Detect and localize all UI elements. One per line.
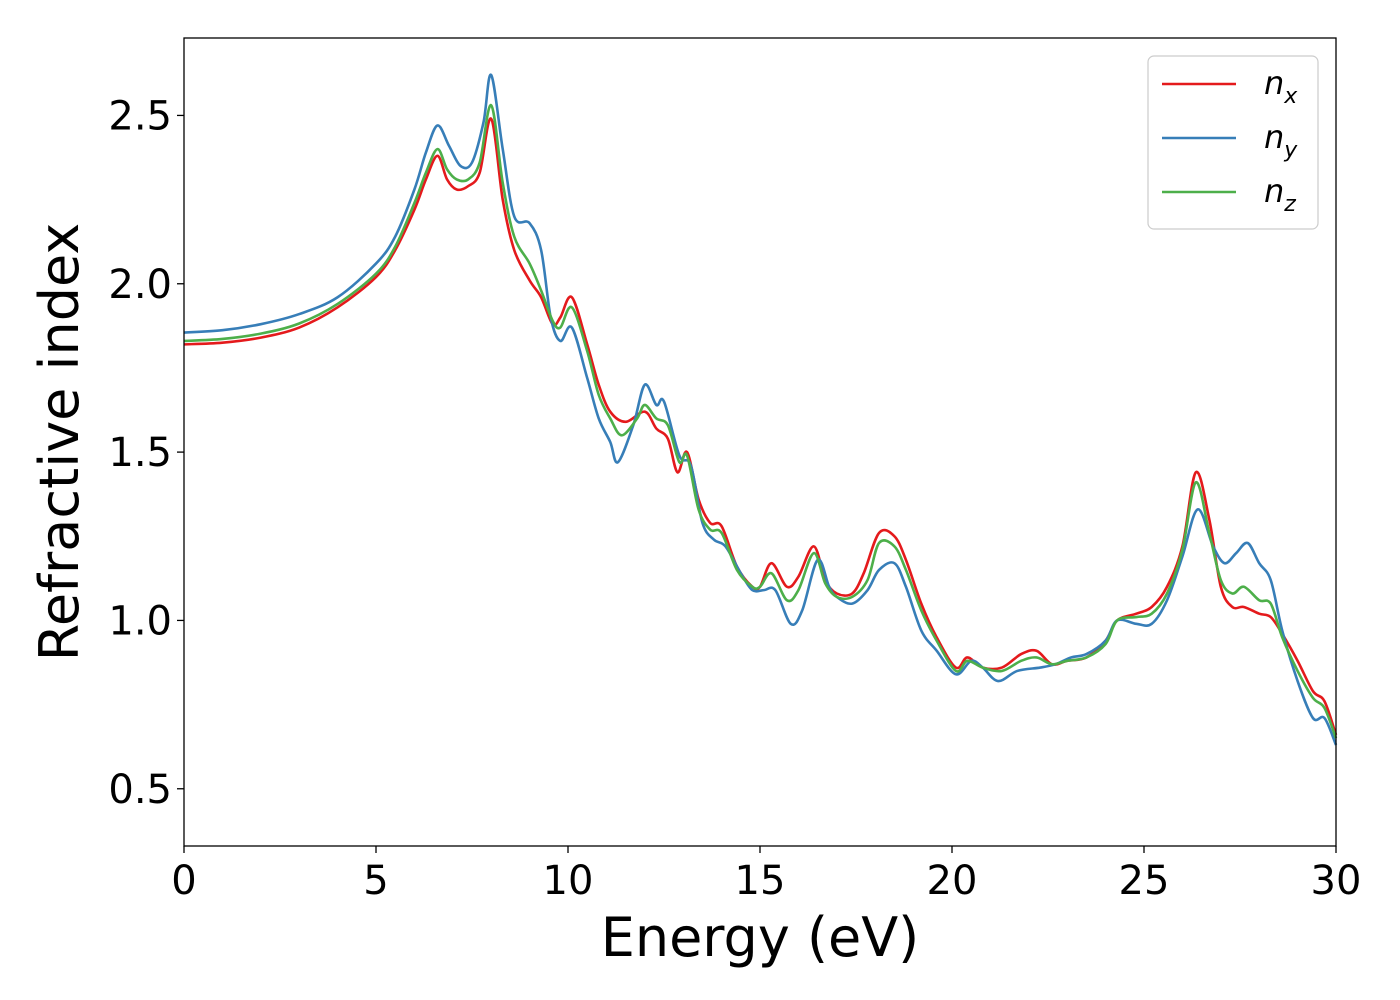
x-tick-label: 0 — [171, 858, 196, 904]
x-axis-ticks: 0 5 10 15 20 25 30 — [171, 846, 1361, 904]
legend-box — [1147, 55, 1319, 230]
y-axis-ticks: 0.5 1.0 1.5 2.0 2.5 — [108, 93, 184, 813]
x-tick-label: 30 — [1311, 858, 1362, 904]
y-tick-label: 2.0 — [108, 262, 172, 308]
x-tick-label: 10 — [543, 858, 594, 904]
x-tick-label: 25 — [1119, 858, 1170, 904]
legend: nx ny nz — [1147, 55, 1319, 230]
series-layer — [183, 73, 1338, 746]
series-line-n_z — [183, 104, 1338, 739]
series-line-n_y — [183, 73, 1338, 746]
y-tick-label: 2.5 — [108, 93, 172, 139]
y-tick-label: 1.0 — [108, 598, 172, 644]
x-tick-label: 5 — [363, 858, 388, 904]
legend-label-n_x: nx — [1264, 64, 1298, 109]
y-axis-label: Refractive index — [28, 223, 91, 662]
legend-label-n_z: nz — [1264, 172, 1296, 217]
y-tick-label: 1.5 — [108, 430, 172, 476]
y-tick-label: 0.5 — [108, 767, 172, 813]
x-axis-label: Energy (eV) — [601, 906, 920, 969]
x-tick-label: 15 — [735, 858, 786, 904]
series-line-n_x — [183, 117, 1338, 736]
legend-label-n_y: ny — [1264, 118, 1298, 163]
x-tick-label: 20 — [927, 858, 978, 904]
